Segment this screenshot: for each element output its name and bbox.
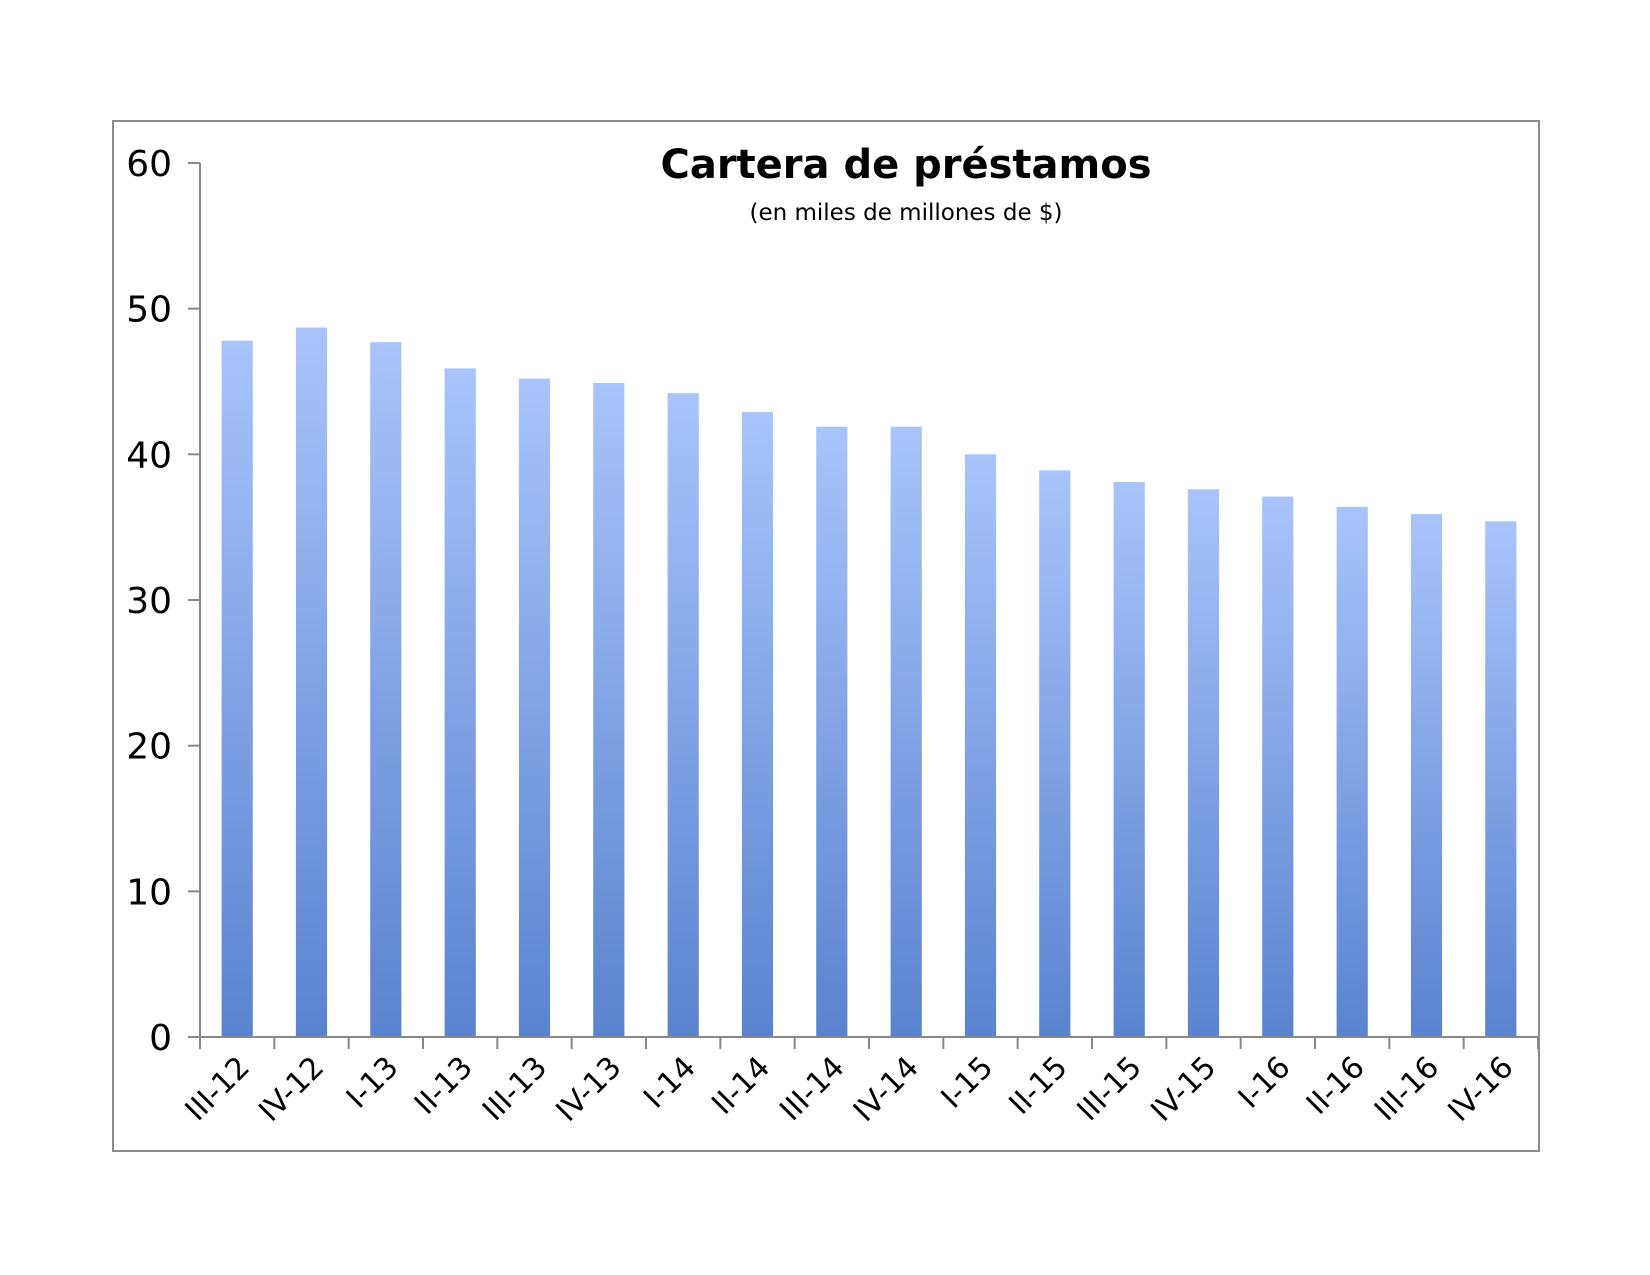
axes-group xyxy=(188,162,1539,1049)
bar-II-16 xyxy=(1336,506,1368,1037)
x-tick-label: II-16 xyxy=(1300,1050,1372,1122)
bar-I-14 xyxy=(667,393,699,1037)
bar-III-14 xyxy=(816,426,848,1037)
bar-IV-15 xyxy=(1187,489,1220,1037)
bar-III-15 xyxy=(1113,482,1145,1037)
y-tick-label: 10 xyxy=(126,872,172,913)
x-tick-label: II-13 xyxy=(408,1050,480,1122)
chart-title: Cartera de préstamos xyxy=(660,142,1151,188)
x-tick-label: III-14 xyxy=(773,1050,851,1128)
x-tick-label: IV-14 xyxy=(847,1050,926,1129)
x-tick-label: III-13 xyxy=(476,1050,554,1128)
x-tick-label: I-13 xyxy=(340,1050,406,1116)
bar-II-15 xyxy=(1039,470,1071,1037)
y-tick-label: 50 xyxy=(126,290,172,331)
bar-III-13 xyxy=(518,378,551,1038)
bar-I-16 xyxy=(1262,496,1294,1038)
bar-IV-12 xyxy=(295,327,328,1038)
bar-I-15 xyxy=(964,454,997,1037)
x-tick-label: III-12 xyxy=(179,1050,257,1128)
x-tick-label: III-16 xyxy=(1368,1050,1446,1128)
y-tick-label: 60 xyxy=(126,144,172,185)
bar-III-12 xyxy=(221,340,253,1037)
y-tick-label: 0 xyxy=(149,1018,172,1059)
x-tick-label: III-15 xyxy=(1071,1050,1149,1128)
x-tick-label: I-14 xyxy=(637,1050,703,1116)
x-tick-label: II-14 xyxy=(705,1050,777,1122)
bar-II-13 xyxy=(444,368,476,1037)
y-tick-label: 40 xyxy=(126,435,172,476)
x-tick-label: IV-12 xyxy=(252,1050,331,1129)
bar-IV-16 xyxy=(1485,521,1517,1037)
chart-subtitle: (en miles de millones de $) xyxy=(749,200,1062,226)
chart-frame xyxy=(112,120,1540,1152)
bar-III-16 xyxy=(1410,514,1443,1037)
y-axis-labels: 0 10 20 30 40 50 60 xyxy=(126,144,172,1059)
x-tick-label: I-16 xyxy=(1232,1050,1298,1116)
bar-IV-14 xyxy=(890,426,922,1037)
x-tick-label: IV-15 xyxy=(1144,1050,1223,1129)
bar-IV-13 xyxy=(593,383,625,1037)
y-tick-label: 30 xyxy=(126,581,172,622)
x-tick-label: I-15 xyxy=(934,1050,1000,1116)
bar-II-14 xyxy=(741,412,774,1038)
bars-group xyxy=(221,327,1517,1038)
y-tick-label: 20 xyxy=(126,727,172,768)
bar-I-13 xyxy=(370,342,402,1037)
x-tick-label: IV-13 xyxy=(550,1050,629,1129)
x-tick-label: IV-16 xyxy=(1442,1050,1521,1129)
x-tick-label: II-15 xyxy=(1003,1050,1075,1122)
